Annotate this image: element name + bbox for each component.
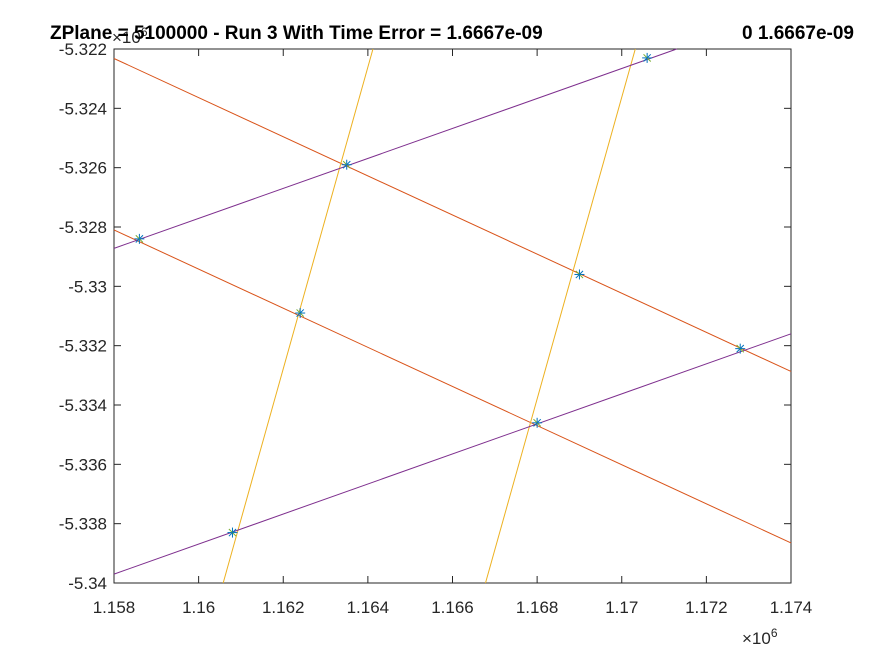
- marker-stroke: [296, 309, 305, 317]
- y-tick-label: -5.322: [59, 40, 107, 59]
- marker-stroke: [228, 528, 237, 537]
- marker-stroke: [342, 160, 351, 169]
- marker-stroke: [575, 270, 584, 279]
- y-tick-label: -5.33: [68, 277, 107, 296]
- y-tick-label: -5.328: [59, 218, 107, 237]
- series-line-yellow: [222, 48, 374, 584]
- intersection-marker: [134, 233, 145, 244]
- x-tick-label: 1.164: [347, 598, 390, 617]
- y-exponent-base: ×10: [112, 28, 141, 47]
- x-axis-exponent: ×106: [742, 626, 778, 648]
- chart-title: ZPlane = 5100000 - Run 3 With Time Error…: [50, 23, 543, 44]
- marker-stroke: [135, 234, 144, 243]
- intersection-marker: [341, 159, 352, 170]
- intersection-marker: [642, 52, 653, 63]
- series-line-orange: [113, 58, 792, 372]
- x-tick-label: 1.16: [182, 598, 215, 617]
- y-tick-label: -5.338: [59, 515, 107, 534]
- series-line-yellow: [485, 48, 636, 584]
- x-tick-label: 1.174: [770, 598, 813, 617]
- marker-stroke: [533, 418, 542, 427]
- x-tick-label: 1.166: [431, 598, 474, 617]
- y-exponent-power: 6: [141, 25, 148, 39]
- series-line-purple: [113, 48, 677, 249]
- y-axis-exponent: ×106: [112, 25, 148, 47]
- y-tick-label: -5.324: [59, 99, 107, 118]
- x-tick-label: 1.158: [93, 598, 136, 617]
- plot-markers: [134, 52, 746, 538]
- y-tick-label: -5.334: [59, 396, 107, 415]
- x-exponent-base: ×10: [742, 629, 771, 648]
- marker-stroke: [736, 344, 745, 353]
- intersection-marker: [227, 527, 238, 538]
- y-tick-label: -5.332: [59, 337, 107, 356]
- marker-stroke: [643, 53, 652, 62]
- y-axis-ticks: -5.322 -5.324 -5.326 -5.328 -5.33 -5.332 -5.33…: [59, 40, 791, 593]
- y-tick-label: -5.34: [68, 574, 107, 593]
- intersection-marker: [735, 343, 746, 354]
- intersection-marker: [295, 308, 306, 319]
- x-tick-label: 1.162: [262, 598, 305, 617]
- x-axis-ticks: 1.158 1.16 1.162 1.164 1.166 1.168 1.17 1.172 1.…: [93, 49, 813, 617]
- intersection-marker: [574, 269, 585, 280]
- series-line-purple: [113, 333, 792, 575]
- chart-title-right: 0 1.6667e-09: [742, 23, 854, 44]
- plot-lines: [113, 48, 792, 584]
- intersection-marker: [532, 417, 543, 428]
- x-tick-label: 1.172: [685, 598, 728, 617]
- y-tick-label: -5.326: [59, 159, 107, 178]
- axes-box: [113, 48, 792, 584]
- x-tick-label: 1.17: [605, 598, 638, 617]
- y-tick-label: -5.336: [59, 455, 107, 474]
- x-exponent-power: 6: [771, 626, 778, 640]
- x-tick-label: 1.168: [516, 598, 559, 617]
- series-line-orange: [113, 229, 792, 544]
